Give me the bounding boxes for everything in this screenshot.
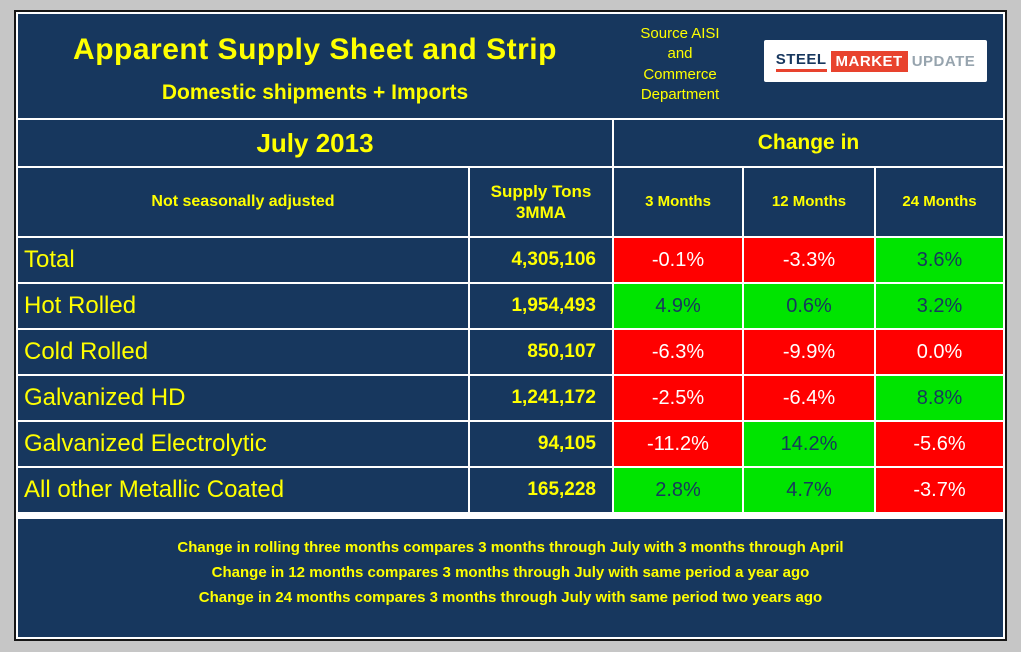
logo-steel-text: STEEL [775,51,827,72]
change-12m: 4.7% [744,468,874,512]
header-12-months: 12 Months [744,168,874,236]
header-not-seasonally-adjusted: Not seasonally adjusted [18,168,468,236]
change-12m: 0.6% [744,284,874,328]
header-supply-tons: Supply Tons 3MMA [470,168,612,236]
title-block: Apparent Supply Sheet and Strip Domestic… [18,14,612,118]
footnote-separator [18,514,1003,517]
table-row: Total 4,305,106 -0.1% -3.3% 3.6% [18,238,1003,282]
steel-market-update-logo: STEEL MARKET UPDATE [763,40,988,82]
supply-value: 94,105 [470,422,612,466]
period-band: July 2013 Change in [18,120,1003,166]
table-header-row: Not seasonally adjusted Supply Tons 3MMA… [18,168,1003,236]
change-3m: 2.8% [614,468,742,512]
row-label: Total [18,238,468,282]
change-12m: -3.3% [744,238,874,282]
header-3-months: 3 Months [614,168,742,236]
header-24-months: 24 Months [876,168,1003,236]
row-label: Cold Rolled [18,330,468,374]
change-24m: -3.7% [876,468,1003,512]
footnote-line: Change in 24 months compares 3 months th… [198,589,823,606]
change-24m: -5.6% [876,422,1003,466]
change-24m: 3.6% [876,238,1003,282]
change-3m: -2.5% [614,376,742,420]
supply-value: 850,107 [470,330,612,374]
change-3m: 4.9% [614,284,742,328]
change-in-label: Change in [614,120,1003,166]
supply-value: 4,305,106 [470,238,612,282]
page-title: Apparent Supply Sheet and Strip [73,33,557,66]
change-12m: -6.4% [744,376,874,420]
header-band: Apparent Supply Sheet and Strip Domestic… [18,14,1003,118]
change-3m: -0.1% [614,238,742,282]
change-12m: -9.9% [744,330,874,374]
change-24m: 3.2% [876,284,1003,328]
report-panel: Apparent Supply Sheet and Strip Domestic… [14,10,1007,641]
supply-value: 1,954,493 [470,284,612,328]
period-label: July 2013 [18,120,612,166]
row-label: All other Metallic Coated [18,468,468,512]
page-subtitle: Domestic shipments + Imports [161,81,469,104]
change-12m: 14.2% [744,422,874,466]
row-label: Galvanized Electrolytic [18,422,468,466]
supply-value: 165,228 [470,468,612,512]
table-row: Galvanized Electrolytic 94,105 -11.2% 14… [18,422,1003,466]
logo-area: STEEL MARKET UPDATE [748,14,1003,118]
logo-update-text: UPDATE [911,52,976,70]
change-3m: -6.3% [614,330,742,374]
change-24m: 0.0% [876,330,1003,374]
footnote-line: Change in 12 months compares 3 months th… [211,564,810,581]
row-label: Hot Rolled [18,284,468,328]
table-row: Hot Rolled 1,954,493 4.9% 0.6% 3.2% [18,284,1003,328]
change-3m: -11.2% [614,422,742,466]
table-row: Galvanized HD 1,241,172 -2.5% -6.4% 8.8% [18,376,1003,420]
change-24m: 8.8% [876,376,1003,420]
logo-market-text: MARKET [830,50,908,72]
supply-value: 1,241,172 [470,376,612,420]
row-label: Galvanized HD [18,376,468,420]
table-row: Cold Rolled 850,107 -6.3% -9.9% 0.0% [18,330,1003,374]
source-note: Source AISI and Commerce Department [640,25,720,103]
footnotes: Change in rolling three months compares … [18,519,1003,637]
table-row: All other Metallic Coated 165,228 2.8% 4… [18,468,1003,512]
footnote-line: Change in rolling three months compares … [177,539,844,556]
